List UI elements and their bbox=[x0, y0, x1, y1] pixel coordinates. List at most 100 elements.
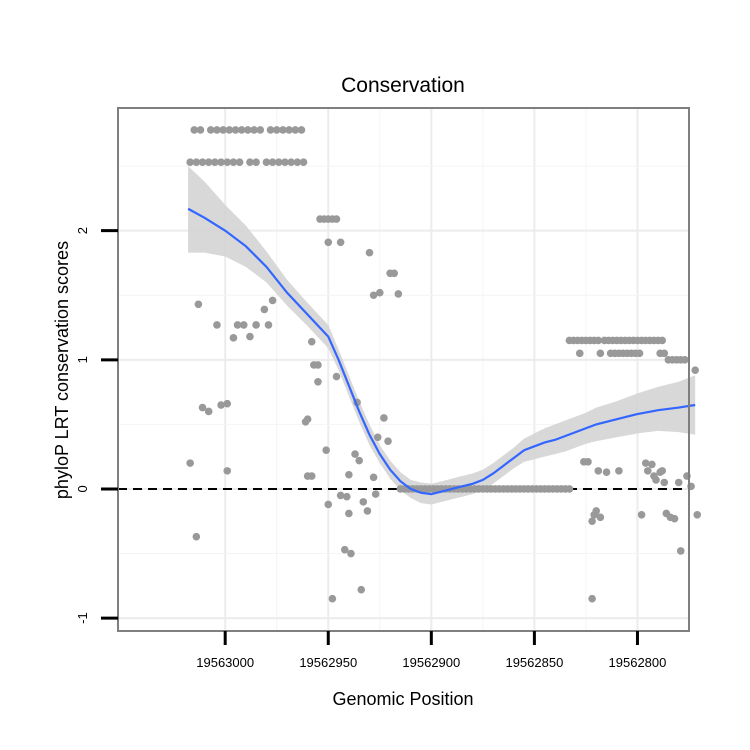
data-point-189 bbox=[648, 460, 656, 469]
data-point-191 bbox=[652, 476, 660, 484]
data-point-26 bbox=[246, 158, 254, 167]
data-point-68 bbox=[357, 585, 366, 594]
data-point-73 bbox=[373, 433, 382, 442]
data-point-79 bbox=[324, 238, 333, 247]
data-point-194 bbox=[660, 478, 669, 487]
data-point-25 bbox=[235, 158, 244, 167]
data-point-178 bbox=[588, 517, 596, 526]
data-point-78 bbox=[332, 215, 341, 223]
y-axis-label: phyloP LRT conservation scores bbox=[52, 241, 72, 499]
data-point-60 bbox=[322, 446, 330, 455]
data-point-4 bbox=[219, 126, 227, 134]
data-point-81 bbox=[343, 492, 351, 501]
data-point-0 bbox=[190, 126, 199, 134]
data-point-32 bbox=[287, 158, 295, 167]
data-point-64 bbox=[345, 470, 353, 479]
data-point-12 bbox=[272, 126, 281, 134]
data-point-21 bbox=[211, 158, 219, 167]
data-point-85 bbox=[328, 594, 337, 603]
x-tick-label-3: 19562850 bbox=[505, 655, 563, 670]
data-point-71 bbox=[369, 473, 378, 482]
data-point-175 bbox=[681, 356, 689, 364]
data-point-24 bbox=[229, 158, 238, 167]
data-point-47 bbox=[246, 332, 254, 341]
y-axis: -1 0 1 2 bbox=[75, 227, 118, 624]
data-point-83 bbox=[345, 509, 353, 518]
data-point-23 bbox=[223, 158, 232, 167]
data-point-88 bbox=[375, 288, 384, 297]
data-point-37 bbox=[194, 300, 203, 309]
data-point-92 bbox=[390, 269, 399, 278]
data-point-187 bbox=[641, 459, 650, 467]
data-point-20 bbox=[204, 158, 213, 167]
loess-fit-line bbox=[187, 207, 696, 496]
data-point-14 bbox=[285, 126, 293, 134]
data-point-35 bbox=[186, 459, 194, 467]
data-point-33 bbox=[293, 158, 302, 167]
data-point-1 bbox=[196, 126, 205, 134]
data-point-93 bbox=[394, 290, 403, 298]
data-point-62 bbox=[332, 372, 341, 381]
x-tick-label-0: 19563000 bbox=[196, 655, 254, 670]
data-point-50 bbox=[264, 321, 273, 329]
data-point-11 bbox=[266, 126, 275, 134]
data-point-61 bbox=[324, 500, 333, 509]
data-point-29 bbox=[268, 158, 277, 167]
data-point-43 bbox=[223, 399, 232, 408]
x-tick-label-4: 19562800 bbox=[609, 655, 667, 670]
data-point-6 bbox=[231, 126, 240, 134]
data-point-186 bbox=[637, 510, 646, 519]
data-point-193 bbox=[658, 467, 667, 475]
data-point-51 bbox=[268, 296, 277, 305]
y-tick-label-3: 2 bbox=[75, 227, 90, 234]
data-point-181 bbox=[594, 467, 603, 475]
data-point-40 bbox=[213, 321, 221, 329]
data-point-70 bbox=[363, 507, 372, 515]
data-point-198 bbox=[674, 478, 683, 487]
data-point-86 bbox=[365, 248, 374, 257]
data-point-42 bbox=[223, 467, 232, 475]
x-tick-label-1: 19562950 bbox=[299, 655, 357, 670]
confidence-band bbox=[188, 166, 696, 505]
y-tick-label-0: -1 bbox=[75, 612, 90, 624]
data-point-16 bbox=[297, 126, 306, 134]
data-point-53 bbox=[303, 415, 312, 424]
data-point-177 bbox=[584, 458, 592, 466]
data-point-188 bbox=[643, 467, 652, 475]
data-point-135 bbox=[565, 485, 574, 493]
data-point-8 bbox=[244, 126, 252, 134]
data-point-13 bbox=[279, 126, 287, 134]
data-point-87 bbox=[369, 291, 378, 300]
data-point-56 bbox=[307, 337, 316, 346]
x-tick-label-2: 19562900 bbox=[402, 655, 460, 670]
data-point-69 bbox=[359, 498, 368, 506]
data-point-159 bbox=[575, 349, 584, 358]
data-point-28 bbox=[262, 158, 271, 167]
data-point-30 bbox=[274, 158, 283, 167]
data-point-2 bbox=[206, 126, 215, 134]
data-point-59 bbox=[314, 361, 322, 369]
data-point-38 bbox=[198, 403, 207, 412]
data-point-58 bbox=[314, 377, 322, 386]
data-point-160 bbox=[596, 349, 605, 358]
data-point-143 bbox=[594, 336, 603, 345]
data-point-203 bbox=[693, 510, 702, 519]
data-point-19 bbox=[198, 158, 207, 167]
data-point-10 bbox=[256, 126, 265, 134]
data-point-67 bbox=[355, 456, 363, 465]
data-point-48 bbox=[252, 321, 260, 329]
data-point-44 bbox=[229, 334, 238, 342]
data-point-18 bbox=[192, 158, 201, 167]
data-point-197 bbox=[670, 514, 679, 523]
data-point-170 bbox=[660, 349, 669, 358]
data-point-7 bbox=[237, 126, 246, 134]
data-point-82 bbox=[340, 545, 349, 554]
data-point-55 bbox=[307, 472, 316, 480]
data-point-183 bbox=[588, 594, 596, 603]
data-point-39 bbox=[204, 407, 213, 416]
data-point-72 bbox=[371, 490, 380, 498]
data-point-185 bbox=[615, 467, 623, 475]
data-point-89 bbox=[380, 414, 388, 422]
data-point-27 bbox=[252, 158, 260, 167]
